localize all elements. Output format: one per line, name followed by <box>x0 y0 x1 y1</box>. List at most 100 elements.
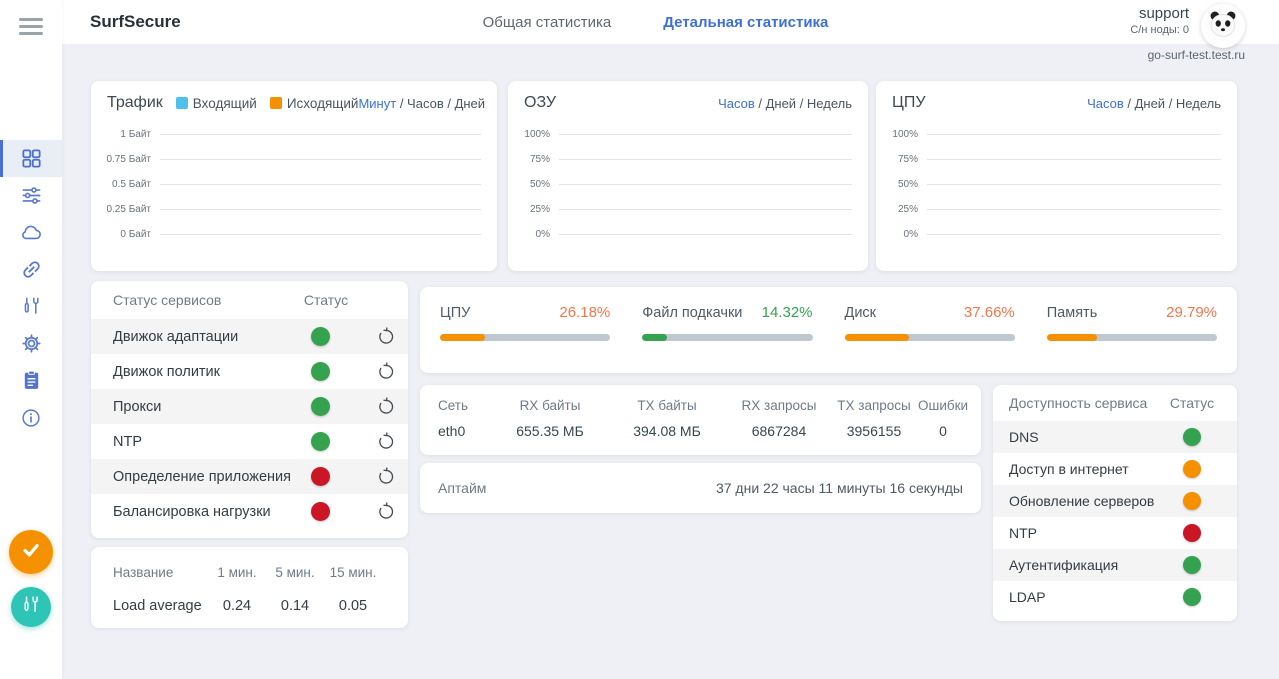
load-average-card: Название 1 мин. 5 мин. 15 мин. Load aver… <box>91 547 408 628</box>
uptime-label: Аптайм <box>438 480 487 496</box>
y-tick: 0.75 Байт <box>106 154 151 165</box>
sidebar-item-tuning[interactable] <box>0 177 62 214</box>
traffic-legend: Входящий Исходящий <box>175 96 358 111</box>
services-status-card: Статус сервисов Статус Движок адаптации … <box>91 281 408 538</box>
y-tick: 100% <box>524 129 550 140</box>
status-dot <box>1183 524 1201 542</box>
metric-value: 14.32% <box>761 304 813 321</box>
cell-load-average-name: Load average <box>113 598 202 614</box>
status-dot <box>311 432 330 451</box>
col-header-network: Сеть <box>438 398 469 413</box>
sidebar-item-link[interactable] <box>0 251 62 288</box>
network-table: Сеть RX байты TX байты RX запросы TX зап… <box>438 398 968 439</box>
sidebar-item-tasks[interactable] <box>0 362 62 399</box>
uptime-card: Аптайм 37 дни 22 часы 11 минуты 16 секун… <box>420 463 981 513</box>
status-dot <box>1183 428 1201 446</box>
range-option-days[interactable]: Дней <box>755 96 796 111</box>
tools-circle-icon <box>20 594 42 621</box>
gridline <box>160 134 481 135</box>
status-dot <box>311 397 330 416</box>
sidebar-item-tools[interactable] <box>0 288 62 325</box>
services-title: Статус сервисов <box>113 292 222 308</box>
range-option-hours[interactable]: Часов <box>1087 95 1124 111</box>
gridline <box>927 209 1221 210</box>
cpu-range-selector: ЧасовДнейНедель <box>1087 96 1221 111</box>
y-tick: 75% <box>529 154 550 165</box>
range-option-hours[interactable]: Часов <box>718 95 755 111</box>
service-row-adaptation-engine: Движок адаптации <box>91 319 408 354</box>
cell-load-15min: 0.05 <box>338 598 368 614</box>
traffic-chart-plot: 1 Байт 0.75 Байт 0.5 Байт 0.25 Байт 0 Ба… <box>91 122 497 247</box>
range-option-weeks[interactable]: Недель <box>796 96 852 111</box>
gridline <box>927 184 1221 185</box>
restart-button[interactable] <box>374 326 396 348</box>
y-tick: 0% <box>535 229 550 240</box>
load-average-table: Название 1 мин. 5 мин. 15 мин. Load aver… <box>113 555 408 623</box>
gridline <box>559 209 852 210</box>
metric-disk: Диск 37.66% <box>844 304 1015 356</box>
service-row-proxy: Прокси <box>91 389 408 424</box>
gridline <box>160 234 481 235</box>
restart-button[interactable] <box>374 501 396 523</box>
restart-button[interactable] <box>374 396 396 418</box>
gridline <box>160 209 481 210</box>
sidebar-item-cloud[interactable] <box>0 214 62 251</box>
col-header-1min: 1 мин. <box>217 564 257 580</box>
ram-chart-plot: 100% 75% 50% 25% 0% <box>508 122 868 247</box>
gridline <box>559 159 852 160</box>
availability-row-ldap: LDAP <box>993 581 1237 613</box>
sidebar-item-settings[interactable] <box>0 325 62 362</box>
metric-cpu: ЦПУ 26.18% <box>440 304 611 356</box>
cell-tx-bytes: 394.08 МБ <box>633 423 701 439</box>
restart-button[interactable] <box>374 361 396 383</box>
restart-button[interactable] <box>374 466 396 488</box>
cell-load-1min: 0.24 <box>222 598 252 614</box>
y-tick: 100% <box>892 129 918 140</box>
range-option-days[interactable]: Дней <box>444 96 485 111</box>
availability-row-authentication: Аутентификация <box>993 549 1237 581</box>
status-dot <box>1183 460 1201 478</box>
status-dot <box>1183 556 1201 574</box>
status-dot <box>311 502 330 521</box>
range-option-days[interactable]: Дней <box>1124 96 1165 111</box>
availability-row-dns: DNS <box>993 421 1237 453</box>
y-tick: 50% <box>897 179 918 190</box>
hamburger-menu-button[interactable] <box>19 18 43 35</box>
sidebar-item-dashboard[interactable] <box>0 140 62 177</box>
range-option-minutes[interactable]: Минут <box>358 95 397 111</box>
services-status-column-header: Статус <box>303 292 349 308</box>
link-icon <box>20 258 43 281</box>
col-header-rx-bytes: RX байты <box>519 398 581 413</box>
cell-rx-packets: 6867284 <box>751 423 807 439</box>
legend-outgoing: Исходящий <box>269 96 358 111</box>
network-table-card: Сеть RX байты TX байты RX запросы TX зап… <box>420 385 981 455</box>
col-header-15min: 15 мин. <box>329 564 377 580</box>
tab-general-stats[interactable]: Общая статистика <box>482 13 612 31</box>
y-tick: 0% <box>903 229 918 240</box>
support-tools-fab-button[interactable] <box>11 587 51 627</box>
ram-chart-title: ОЗУ <box>524 94 557 111</box>
col-header-rx-packets: RX запросы <box>741 398 817 413</box>
availability-row-server-updates: Обновление серверов <box>993 485 1237 517</box>
panda-avatar-icon <box>1204 5 1242 48</box>
progress-bar <box>642 334 813 341</box>
user-avatar[interactable] <box>1201 4 1245 48</box>
cpu-chart-title: ЦПУ <box>892 94 926 111</box>
gridline <box>559 184 852 185</box>
confirm-fab-button[interactable] <box>9 530 53 574</box>
tools-icon <box>20 295 43 318</box>
ram-range-selector: ЧасовДнейНедель <box>718 96 852 111</box>
gridline <box>927 159 1221 160</box>
cpu-chart-card: ЦПУ ЧасовДнейНедель 100% 75% 50% 25% 0% <box>876 81 1237 271</box>
availability-title: Доступность сервиса <box>1009 395 1148 411</box>
status-dot <box>1183 588 1201 606</box>
cpu-chart-plot: 100% 75% 50% 25% 0% <box>876 122 1237 247</box>
tab-detailed-stats[interactable]: Детальная статистика <box>663 13 829 31</box>
restart-button[interactable] <box>374 431 396 453</box>
cell-rx-bytes: 655.35 МБ <box>516 423 584 439</box>
availability-row-ntp: NTP <box>993 517 1237 549</box>
sidebar-item-info[interactable] <box>0 399 62 436</box>
range-option-weeks[interactable]: Недель <box>1165 96 1221 111</box>
range-option-hours[interactable]: Часов <box>396 96 444 111</box>
progress-bar <box>1046 334 1217 341</box>
